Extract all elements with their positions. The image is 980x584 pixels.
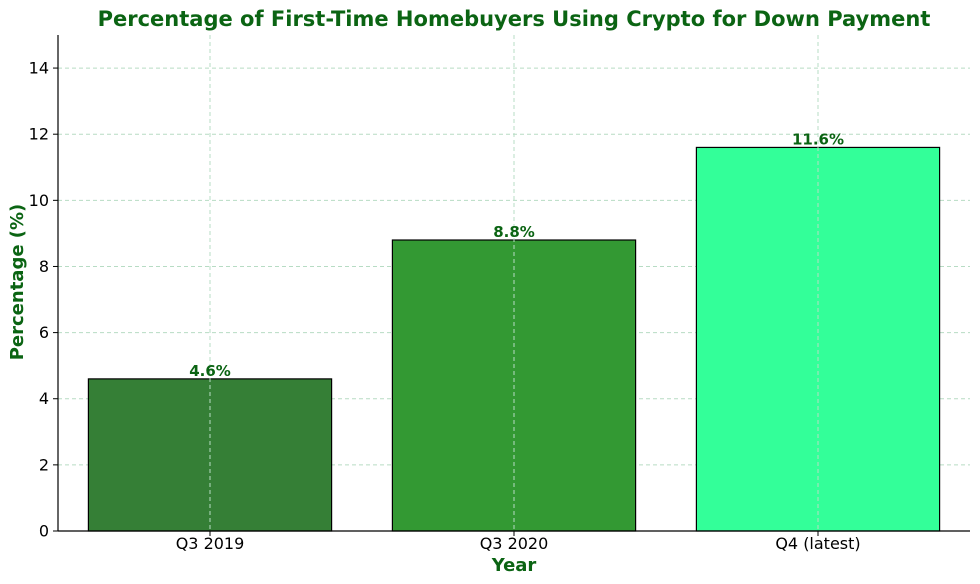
x-tick-label: Q3 2020: [480, 534, 549, 553]
y-tick-label: 12: [29, 125, 49, 144]
bar-value-label: 11.6%: [792, 130, 844, 148]
x-tick-label: Q3 2019: [176, 534, 245, 553]
data-labels: 4.6% 8.8% 11.6%: [189, 130, 844, 379]
y-axis-ticks: 0 2 4 6 8 10 12 14: [29, 59, 58, 541]
y-tick-label: 0: [39, 522, 49, 541]
x-tick-label: Q4 (latest): [775, 534, 860, 553]
bar-value-label: 8.8%: [493, 223, 535, 241]
y-tick-label: 8: [39, 257, 49, 276]
y-tick-label: 14: [29, 59, 49, 78]
y-axis-title: Percentage (%): [7, 204, 28, 361]
y-tick-label: 2: [39, 455, 49, 474]
bar-value-label: 4.6%: [189, 362, 231, 380]
x-axis-ticks: Q3 2019 Q3 2020 Q4 (latest): [176, 531, 861, 553]
x-axis-title: Year: [491, 555, 537, 576]
y-tick-label: 10: [29, 191, 49, 210]
bars: [87, 35, 941, 532]
y-tick-label: 6: [39, 323, 49, 342]
chart-title: Percentage of First-Time Homebuyers Usin…: [98, 7, 931, 31]
y-tick-label: 4: [39, 389, 49, 408]
